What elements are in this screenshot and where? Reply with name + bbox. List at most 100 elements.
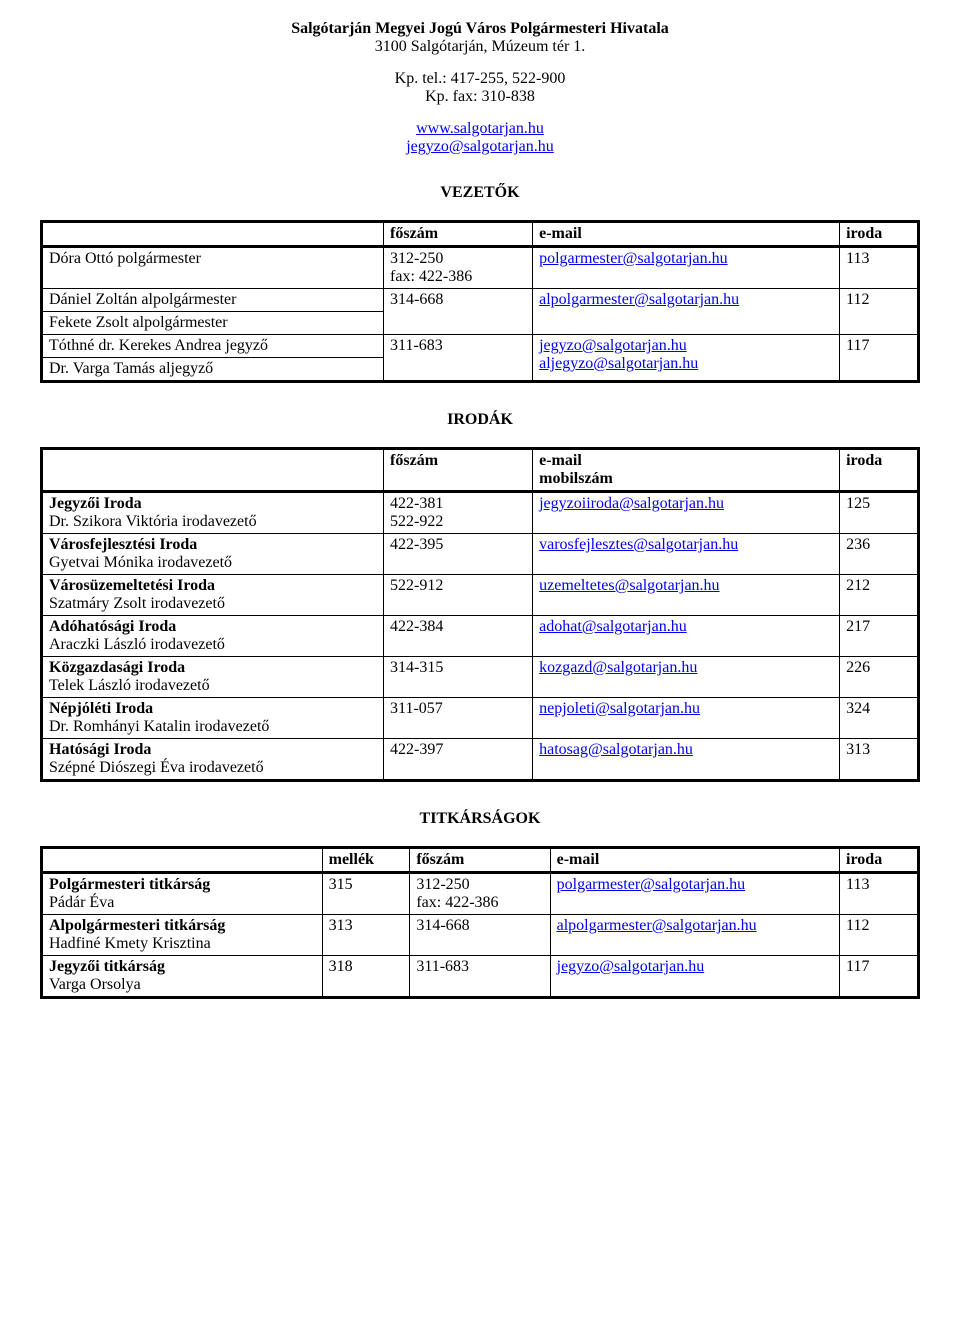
table-row: Jegyzői titkárságVarga Orsolya318311-683…: [42, 956, 919, 998]
email-link[interactable]: aljegyzo@salgotarjan.hu: [539, 355, 698, 372]
email-link[interactable]: jegyzo@salgotarjan.hu: [539, 337, 687, 354]
email-link[interactable]: hatosag@salgotarjan.hu: [539, 741, 693, 758]
table-row: Városüzemeltetési IrodaSzatmáry Zsolt ir…: [42, 575, 919, 616]
secretariats-table: mellék főszám e-mail iroda Polgármesteri…: [40, 846, 920, 999]
leader-iroda: 113: [840, 247, 919, 289]
leader-foszam: 312-250 fax: 422-386: [384, 247, 533, 289]
email-link[interactable]: alpolgarmester@salgotarjan.hu: [557, 917, 757, 934]
office-iroda: 324: [840, 698, 919, 739]
office-iroda: 217: [840, 616, 919, 657]
office-email: kozgazd@salgotarjan.hu: [533, 657, 840, 698]
table-row: Jegyzői IrodaDr. Szikora Viktória irodav…: [42, 492, 919, 534]
email-link[interactable]: nepjoleti@salgotarjan.hu: [539, 700, 700, 717]
secretariat-mellek: 318: [322, 956, 410, 998]
leader-foszam: 314-668: [384, 289, 533, 335]
document-header: Salgótarján Megyei Jogú Város Polgármest…: [40, 20, 920, 56]
secretariat-email: alpolgarmester@salgotarjan.hu: [550, 915, 839, 956]
office-iroda: 236: [840, 534, 919, 575]
table-row: Adóhatósági IrodaAraczki László irodavez…: [42, 616, 919, 657]
leader-name: Dr. Varga Tamás aljegyző: [42, 358, 384, 382]
table-row: Dániel Zoltán alpolgármester 314-668 alp…: [42, 289, 919, 312]
email-link[interactable]: jegyzo@salgotarjan.hu: [557, 958, 705, 975]
secretariat-iroda: 113: [840, 873, 919, 915]
email-link[interactable]: adohat@salgotarjan.hu: [539, 618, 687, 635]
email-link[interactable]: jegyzo@salgotarjan.hu: [406, 138, 554, 155]
leader-foszam: 311-683: [384, 335, 533, 382]
leader-name: Tóthné dr. Kerekes Andrea jegyző: [42, 335, 384, 358]
leaders-table: főszám e-mail iroda Dóra Ottó polgármest…: [40, 220, 920, 383]
secretariat-name: Alpolgármesteri titkárságHadfiné Kmety K…: [42, 915, 323, 956]
col-email: e-mail: [550, 848, 839, 873]
office-name: Hatósági IrodaSzépné Diószegi Éva irodav…: [42, 739, 384, 781]
table-row: Dóra Ottó polgármester 312-250 fax: 422-…: [42, 247, 919, 289]
office-email: jegyzoiiroda@salgotarjan.hu: [533, 492, 840, 534]
office-email: adohat@salgotarjan.hu: [533, 616, 840, 657]
secretariat-foszam: 312-250fax: 422-386: [410, 873, 550, 915]
secretariat-mellek: 315: [322, 873, 410, 915]
table-row: Közgazdasági IrodaTelek László irodaveze…: [42, 657, 919, 698]
secretariat-email: polgarmester@salgotarjan.hu: [550, 873, 839, 915]
office-iroda: 125: [840, 492, 919, 534]
office-name: Népjóléti IrodaDr. Romhányi Katalin irod…: [42, 698, 384, 739]
office-foszam: 422-397: [384, 739, 533, 781]
email-link[interactable]: varosfejlesztes@salgotarjan.hu: [539, 536, 738, 553]
col-iroda: iroda: [840, 449, 919, 492]
label-email: e-mail: [539, 452, 582, 469]
website-link[interactable]: www.salgotarjan.hu: [416, 120, 544, 137]
office-name: Adóhatósági IrodaAraczki László irodavez…: [42, 616, 384, 657]
table-row: Hatósági IrodaSzépné Diószegi Éva irodav…: [42, 739, 919, 781]
secretariat-name: Polgármesteri titkárságPádár Éva: [42, 873, 323, 915]
email-link[interactable]: kozgazd@salgotarjan.hu: [539, 659, 697, 676]
col-foszam: főszám: [384, 222, 533, 247]
section-leaders-title: VEZETŐK: [40, 184, 920, 202]
table-row: Alpolgármesteri titkárságHadfiné Kmety K…: [42, 915, 919, 956]
secretariat-name: Jegyzői titkárságVarga Orsolya: [42, 956, 323, 998]
blank-header: [42, 449, 384, 492]
col-email-mobil: e-mail mobilszám: [533, 449, 840, 492]
foszam-line: 312-250: [390, 250, 443, 267]
leader-email: polgarmester@salgotarjan.hu: [533, 247, 840, 289]
offices-table: főszám e-mail mobilszám iroda Jegyzői Ir…: [40, 447, 920, 782]
office-foszam: 522-912: [384, 575, 533, 616]
office-iroda: 226: [840, 657, 919, 698]
foszam-line: fax: 422-386: [390, 268, 472, 285]
col-mellek: mellék: [322, 848, 410, 873]
office-foszam: 422-395: [384, 534, 533, 575]
email-link[interactable]: jegyzoiiroda@salgotarjan.hu: [539, 495, 724, 512]
office-name: Jegyzői IrodaDr. Szikora Viktória irodav…: [42, 492, 384, 534]
office-email: hatosag@salgotarjan.hu: [533, 739, 840, 781]
email-link[interactable]: uzemeltetes@salgotarjan.hu: [539, 577, 719, 594]
section-offices-title: IRODÁK: [40, 411, 920, 429]
leader-name: Fekete Zsolt alpolgármester: [42, 312, 384, 335]
email-link[interactable]: polgarmester@salgotarjan.hu: [539, 250, 727, 267]
office-iroda: 212: [840, 575, 919, 616]
fax-line: Kp. fax: 310-838: [40, 88, 920, 106]
col-foszam: főszám: [410, 848, 550, 873]
org-title: Salgótarján Megyei Jogú Város Polgármest…: [40, 20, 920, 38]
col-email: e-mail: [533, 222, 840, 247]
secretariat-foszam: 311-683: [410, 956, 550, 998]
col-foszam: főszám: [384, 449, 533, 492]
secretariat-iroda: 112: [840, 915, 919, 956]
email-link[interactable]: polgarmester@salgotarjan.hu: [557, 876, 745, 893]
org-address: 3100 Salgótarján, Múzeum tér 1.: [40, 38, 920, 56]
office-name: Közgazdasági IrodaTelek László irodaveze…: [42, 657, 384, 698]
tel-line: Kp. tel.: 417-255, 522-900: [40, 70, 920, 88]
office-foszam: 422-381522-922: [384, 492, 533, 534]
leader-name: Dániel Zoltán alpolgármester: [42, 289, 384, 312]
leader-iroda: 112: [840, 289, 919, 335]
leader-name: Dóra Ottó polgármester: [42, 247, 384, 289]
secretariat-email: jegyzo@salgotarjan.hu: [550, 956, 839, 998]
office-email: varosfejlesztes@salgotarjan.hu: [533, 534, 840, 575]
section-secretariats-title: TITKÁRSÁGOK: [40, 810, 920, 828]
table-row: Népjóléti IrodaDr. Romhányi Katalin irod…: [42, 698, 919, 739]
contact-block: Kp. tel.: 417-255, 522-900 Kp. fax: 310-…: [40, 70, 920, 106]
email-link[interactable]: alpolgarmester@salgotarjan.hu: [539, 291, 739, 308]
label-mobil: mobilszám: [539, 470, 613, 487]
office-email: uzemeltetes@salgotarjan.hu: [533, 575, 840, 616]
blank-header: [42, 848, 323, 873]
office-name: Városüzemeltetési IrodaSzatmáry Zsolt ir…: [42, 575, 384, 616]
office-email: nepjoleti@salgotarjan.hu: [533, 698, 840, 739]
secretariat-iroda: 117: [840, 956, 919, 998]
office-iroda: 313: [840, 739, 919, 781]
